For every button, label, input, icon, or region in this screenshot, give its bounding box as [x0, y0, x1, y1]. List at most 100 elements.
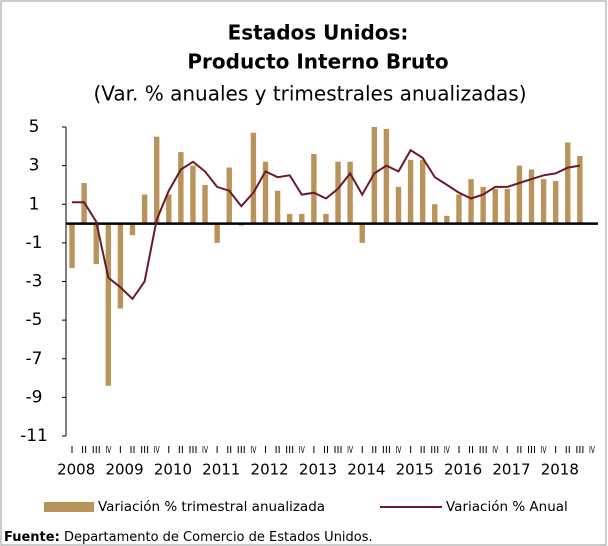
x-tick-label: II [226, 445, 232, 456]
legend-swatch [44, 502, 94, 512]
x-tick-label: IV [202, 445, 209, 456]
x-tick-label: I [409, 445, 412, 456]
x-tick-label: I [361, 445, 364, 456]
bar [432, 204, 438, 224]
x-tick-label: III [285, 445, 294, 456]
y-tick-label: -3 [26, 272, 43, 292]
x-tick-label: III [382, 445, 391, 456]
x-tick-label: II [81, 445, 87, 456]
bar [190, 165, 196, 224]
x-tick-label: II [565, 445, 571, 456]
x-tick-label: I [554, 445, 557, 456]
bar [105, 223, 112, 386]
y-tick-label: -7 [26, 349, 43, 369]
bar [335, 161, 341, 224]
y-tick-label: -11 [20, 426, 48, 446]
y-tick-label: 1 [29, 194, 40, 214]
bar [419, 159, 426, 224]
chart-title: Producto Interno Bruto [187, 50, 448, 74]
y-tick-label: -5 [26, 310, 43, 330]
x-tick-label: IV [105, 445, 112, 456]
bar [178, 152, 184, 224]
x-group-label: 2009 [105, 461, 143, 479]
x-tick-label: I [457, 445, 460, 456]
chart-title: Estados Unidos: [228, 21, 409, 45]
source-text: Departamento de Comercio de Estados Unid… [64, 530, 373, 545]
x-tick-label: III [430, 445, 439, 456]
x-tick-label: II [323, 445, 329, 456]
x-tick-label: II [178, 445, 184, 456]
y-tick-label: -1 [26, 233, 43, 253]
y-tick-label: -9 [26, 387, 43, 407]
x-tick-label: I [216, 445, 219, 456]
x-tick-label: III [479, 445, 488, 456]
x-tick-label: III [140, 445, 149, 456]
bar [214, 223, 220, 243]
bar [202, 184, 208, 224]
source: Fuente: Departamento de Comercio de Esta… [4, 530, 373, 545]
x-tick-label: IV [347, 445, 354, 456]
bar [129, 223, 136, 236]
bar [93, 223, 99, 265]
x-tick-label: II [468, 445, 474, 456]
bar [552, 181, 559, 224]
source-label: Fuente: [4, 530, 60, 545]
chart-subtitle: (Var. % anuales y trimestrales anualizad… [93, 82, 526, 106]
x-tick-label: I [264, 445, 267, 456]
bar [274, 190, 281, 224]
bar [286, 213, 293, 224]
bar [565, 142, 571, 224]
bar [117, 223, 124, 309]
bar [468, 179, 474, 224]
bar [311, 154, 317, 224]
x-tick-label: I [312, 445, 315, 456]
x-tick-label: IV [541, 445, 548, 456]
x-tick-label: I [71, 445, 74, 456]
x-tick-label: IV [154, 445, 161, 456]
bar [226, 167, 232, 224]
bar [492, 188, 498, 224]
x-tick-label: IV [396, 445, 403, 456]
x-group-label: 2016 [444, 461, 482, 479]
bar [395, 186, 402, 224]
bar [347, 161, 353, 224]
bar [153, 136, 160, 224]
x-group-label: 2008 [57, 461, 95, 479]
x-group-label: 2011 [202, 461, 240, 479]
bar [540, 179, 547, 224]
bar [456, 194, 462, 224]
line [72, 148, 581, 301]
bar [383, 128, 390, 224]
bar [516, 165, 523, 224]
bar [577, 155, 583, 224]
x-tick-label: III [237, 445, 246, 456]
x-group-label: 2012 [251, 461, 289, 479]
bar [69, 223, 75, 268]
bar [504, 188, 511, 224]
x-tick-label: I [167, 445, 170, 456]
x-tick-label: II [420, 445, 426, 456]
bar [407, 159, 414, 224]
x-tick-label: I [119, 445, 122, 456]
legend-label: Variación % Anual [446, 499, 568, 515]
x-tick-label: II [371, 445, 377, 456]
x-group-label: 2013 [299, 461, 337, 479]
bar [323, 213, 329, 224]
x-tick-label: II [130, 445, 136, 456]
x-group-label: 2017 [492, 461, 530, 479]
x-tick-label: III [188, 445, 197, 456]
x-tick-label: IV [492, 445, 499, 456]
y-tick-label: 3 [29, 156, 40, 176]
x-tick-label: IV [299, 445, 306, 456]
x-tick-label: II [275, 445, 281, 456]
x-group-label: 2014 [347, 461, 385, 479]
legend-label: Variación % trimestral anualizada [98, 499, 325, 515]
x-tick-label: III [92, 445, 101, 456]
x-tick-label: III [575, 445, 584, 456]
bar [359, 223, 365, 243]
y-tick-label: 5 [29, 117, 40, 137]
x-tick-label: II [516, 445, 522, 456]
x-tick-label: III [334, 445, 343, 456]
